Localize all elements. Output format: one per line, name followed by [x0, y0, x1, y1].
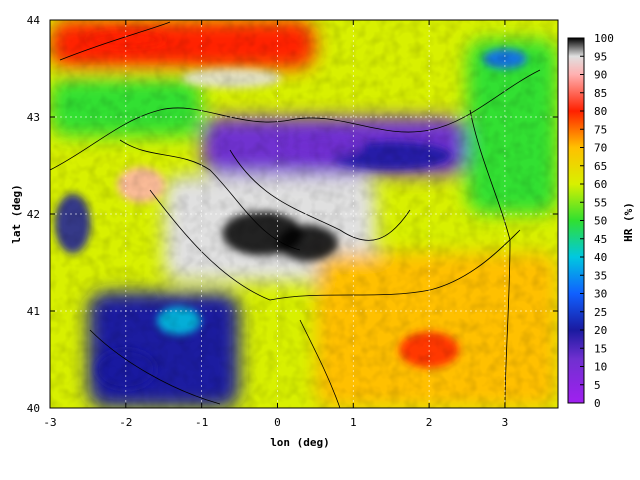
colorbar: 0 5 10 15 20 25 30 35 40 45 50 55 60 65 70 75 80 85 90 95 10…: [567, 32, 635, 410]
colorbar-label: HR (%): [622, 202, 635, 242]
colorbar-tick-label: 45: [594, 233, 607, 246]
colorbar-tick-label: 10: [594, 361, 607, 374]
colorbar-tick-label: 95: [594, 50, 607, 63]
x-tick-label: 2: [426, 416, 433, 429]
y-tick-label: 44: [27, 14, 41, 27]
colorbar-tick-label: 0: [594, 397, 601, 410]
y-tick-label: 40: [27, 402, 40, 415]
colorbar-tick-label: 35: [594, 269, 607, 282]
colorbar-tick-label: 5: [594, 379, 601, 392]
texture-overlay: [50, 20, 558, 408]
plot-area: [50, 20, 558, 408]
colorbar-tick-label: 15: [594, 342, 607, 355]
colorbar-tick-label: 80: [594, 105, 607, 118]
colorbar-tick-label: 50: [594, 215, 607, 228]
y-tick-label: 41: [27, 305, 40, 318]
colorbar-tick-label: 65: [594, 160, 607, 173]
x-tick-label: 1: [350, 416, 357, 429]
colorbar-tick-label: 25: [594, 306, 607, 319]
colorbar-tick-label: 40: [594, 251, 607, 264]
colorbar-tick-label: 30: [594, 288, 607, 301]
colorbar-tick-label: 85: [594, 87, 607, 100]
y-tick-label: 42: [27, 208, 40, 221]
colorbar-ticks: 0 5 10 15 20 25 30 35 40 45 50 55 60 65 70 75 80 85 90 95 10…: [580, 32, 614, 410]
x-axis-title: lon (deg): [270, 436, 330, 449]
colorbar-tick-label: 60: [594, 178, 607, 191]
colorbar-tick-label: 100: [594, 32, 614, 45]
x-tick-label: -2: [119, 416, 132, 429]
x-axis: -3 -2 -1 0 1 2 3: [43, 20, 508, 429]
x-tick-label: -3: [43, 416, 56, 429]
colorbar-tick-label: 70: [594, 142, 607, 155]
x-tick-label: 3: [502, 416, 509, 429]
y-tick-label: 43: [27, 111, 40, 124]
colorbar-tick-label: 90: [594, 69, 607, 82]
y-axis-title: lat (deg): [10, 184, 23, 244]
colorbar-tick-label: 20: [594, 324, 607, 337]
x-tick-label: 0: [274, 416, 281, 429]
colorbar-tick-label: 75: [594, 123, 607, 136]
coastline-contours: [50, 21, 541, 408]
x-tick-label: -1: [195, 416, 208, 429]
colorbar-tick-label: 55: [594, 196, 607, 209]
y-axis: 40 41 42 43 44: [27, 14, 558, 415]
